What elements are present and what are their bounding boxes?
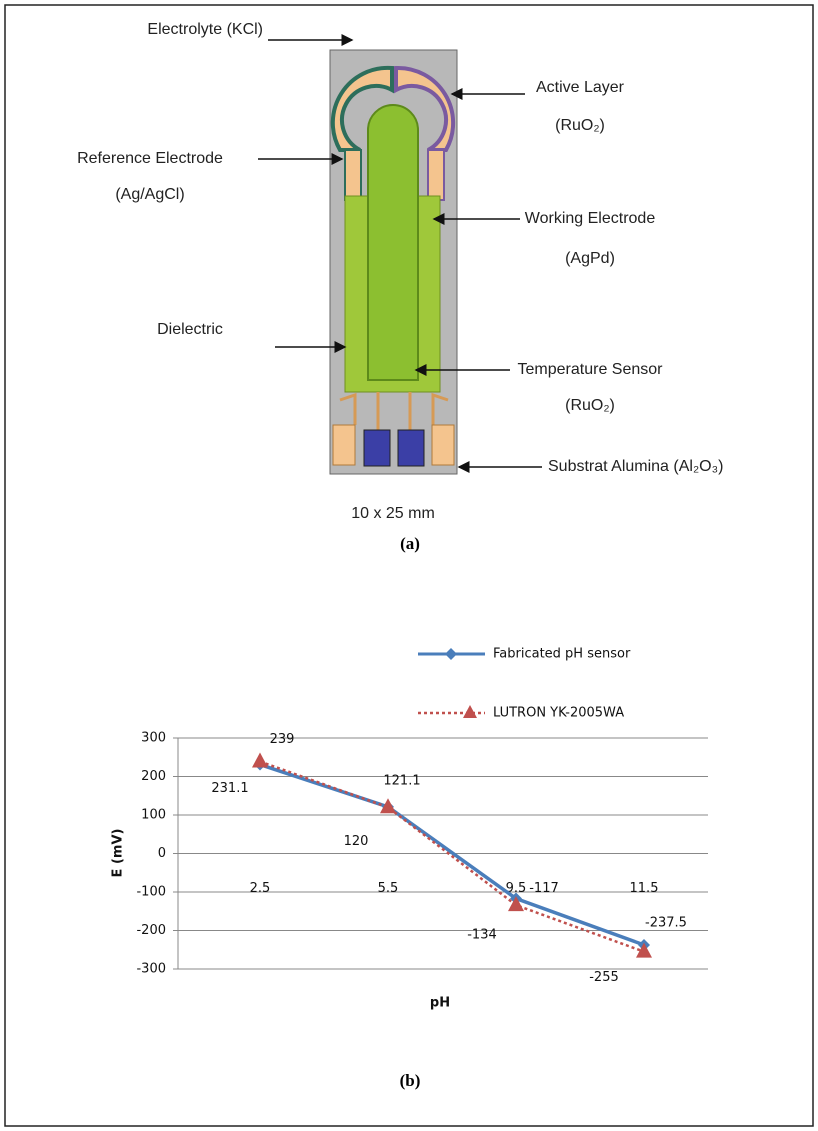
y-tick-label: 0 [158, 846, 166, 861]
x-tick-label: 2.5 [250, 881, 271, 896]
y-tick-label: -100 [136, 885, 166, 900]
diagram-label: 10 x 25 mm [351, 505, 435, 522]
figure-page: Electrolyte (KCl) Active Layer (RuO₂) Re… [0, 0, 818, 1131]
pad [333, 425, 355, 465]
diagram-label: (RuO₂) [565, 397, 615, 414]
diagram-label: Reference Electrode [77, 150, 223, 167]
sensor-diagram [330, 50, 457, 474]
x-tick-label: 5.5 [378, 881, 399, 896]
y-tick-label: -200 [136, 923, 166, 938]
legend-label: Fabricated pH sensor [493, 647, 631, 662]
diagram-label: Substrat Alumina (Al₂O₃) [548, 458, 723, 475]
x-tick-label: 11.5 [630, 881, 659, 896]
diagram-label: Active Layer [536, 79, 625, 96]
legend-label: LUTRON YK-2005WA [493, 706, 624, 721]
diagram-label: (RuO₂) [555, 117, 605, 134]
caption: (b) [400, 1071, 421, 1090]
working-electrode-shape [368, 105, 418, 380]
working-trace [428, 150, 444, 200]
pad [432, 425, 454, 465]
y-tick-label: 100 [141, 808, 166, 823]
data-label: -237.5 [645, 915, 687, 930]
diagram-label: Working Electrode [525, 210, 656, 227]
pad [364, 430, 390, 466]
diagram-label: Dielectric [157, 321, 223, 338]
x-axis-title: pH [430, 996, 450, 1011]
data-label: 121.1 [383, 773, 420, 788]
diagram-label: Temperature Sensor [518, 361, 664, 378]
caption: (a) [400, 534, 420, 553]
pad [398, 430, 424, 466]
data-label: -117 [529, 881, 559, 896]
data-label: 120 [344, 834, 369, 849]
reference-trace [345, 150, 361, 200]
data-label: -255 [589, 970, 619, 985]
diagram-label: Electrolyte (KCl) [147, 21, 263, 38]
y-tick-label: 200 [141, 769, 166, 784]
y-tick-label: -300 [136, 962, 166, 977]
diagram-label: (AgPd) [565, 250, 615, 267]
y-axis-title: E (mV) [111, 829, 126, 878]
data-label: -134 [467, 928, 497, 943]
diagram-label: (Ag/AgCl) [115, 186, 184, 203]
y-tick-label: 300 [141, 731, 166, 746]
data-label: 239 [270, 732, 295, 747]
data-label: 231.1 [211, 781, 248, 796]
